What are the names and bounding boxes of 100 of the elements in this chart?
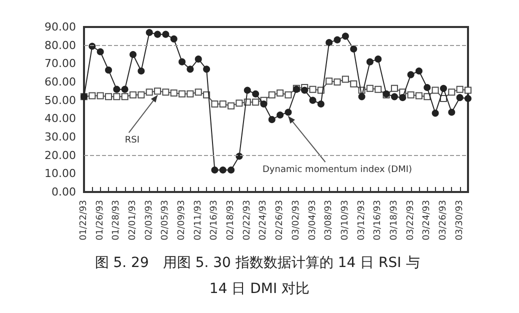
point [390, 84, 398, 92]
point [309, 96, 316, 104]
point [219, 100, 226, 108]
point [268, 91, 276, 98]
point [170, 35, 178, 42]
y-tick-label: 0.00 [52, 186, 76, 198]
y-tick-label: 60.00 [44, 76, 76, 88]
point [252, 90, 260, 98]
point [276, 90, 284, 96]
point [170, 90, 178, 96]
point [211, 166, 218, 174]
point [350, 80, 358, 88]
text: Dynamic momentum index (DMI) [262, 165, 412, 175]
x-tick-label: 02/22/93 [242, 200, 252, 240]
point [113, 93, 120, 100]
point [162, 88, 170, 96]
x-tick-label: 03/22/93 [406, 200, 416, 240]
point [366, 58, 374, 66]
point [276, 112, 284, 118]
x-tick-label: 02/01/93 [128, 200, 138, 240]
point [456, 94, 464, 102]
point [121, 86, 128, 93]
point [244, 86, 251, 94]
point [448, 88, 456, 96]
point [415, 92, 422, 100]
point [342, 32, 349, 40]
point [326, 78, 333, 85]
point [350, 46, 358, 52]
y-tick-label: 50.00 [44, 94, 76, 107]
x-tick-label: 02/03/93 [144, 200, 154, 240]
point [178, 58, 186, 66]
point [448, 108, 456, 116]
point [211, 100, 218, 108]
point [113, 86, 120, 93]
x-tick-label: 03/08/93 [324, 200, 334, 240]
point [105, 93, 112, 100]
point [252, 98, 260, 106]
x-tick-label: 03/24/93 [422, 200, 432, 240]
text: 图 5. 29 用图 5. 30 指数数据计算的 14 日 RSI 与 14 日 DMI 对比 [94, 255, 424, 297]
point [358, 93, 366, 100]
x-tick-label: 03/18/93 [389, 200, 400, 240]
x-tick-label: 02/09/93 [177, 200, 188, 240]
point [130, 51, 137, 58]
y-tick-label: 80.00 [44, 38, 76, 52]
point [464, 95, 472, 102]
point [309, 86, 316, 93]
point [130, 91, 137, 98]
point [326, 39, 333, 46]
point [162, 30, 170, 38]
point [399, 94, 406, 102]
y-tick-label: 70.00 [44, 57, 76, 70]
point [146, 29, 153, 36]
point [219, 166, 226, 174]
point [186, 66, 194, 73]
y-tick-label: 30.00 [44, 130, 76, 144]
point [138, 68, 145, 74]
point [203, 66, 210, 73]
point [88, 92, 96, 100]
point [407, 71, 414, 78]
point [415, 68, 422, 74]
point [268, 116, 276, 124]
x-tick-label: 01/26/93 [95, 200, 106, 240]
x-tick-label: 03/02/93 [291, 200, 302, 240]
point [284, 91, 292, 98]
point [154, 88, 162, 95]
point [228, 102, 235, 110]
point [374, 86, 382, 93]
x-tick-label: 03/30/93 [454, 200, 465, 240]
point [236, 100, 243, 107]
point [456, 86, 464, 93]
point [228, 166, 235, 174]
point [146, 88, 153, 96]
x-tick-label: 03/10/93 [340, 200, 350, 240]
y-tick-label: 90.00 [44, 20, 76, 34]
x-tick-label: 02/16/93 [210, 200, 220, 240]
x-tick-label: 03/16/93 [373, 200, 384, 240]
point [96, 48, 104, 56]
point [138, 91, 145, 98]
x-tick-label: 03/04/93 [308, 200, 318, 240]
x-tick-label: 02/24/93 [258, 200, 269, 240]
x-tick-label: 03/12/93 [356, 200, 367, 240]
x-tick-label: 03/26/93 [438, 200, 448, 240]
point [121, 93, 128, 100]
text: RSI [124, 136, 140, 146]
x-tick-label: 02/26/93 [275, 200, 286, 240]
y-tick-label: 10.00 [44, 167, 76, 180]
point [424, 93, 431, 100]
point [334, 78, 341, 86]
point [407, 91, 414, 98]
point [105, 66, 112, 74]
point [424, 84, 431, 91]
point [186, 90, 194, 98]
point [342, 76, 349, 83]
point [194, 88, 202, 96]
x-tick-label: 02/18/93 [226, 200, 236, 240]
point [432, 86, 439, 94]
point [374, 56, 382, 63]
point [464, 86, 472, 94]
point [317, 100, 324, 108]
x-tick-label: 02/05/93 [160, 200, 171, 240]
